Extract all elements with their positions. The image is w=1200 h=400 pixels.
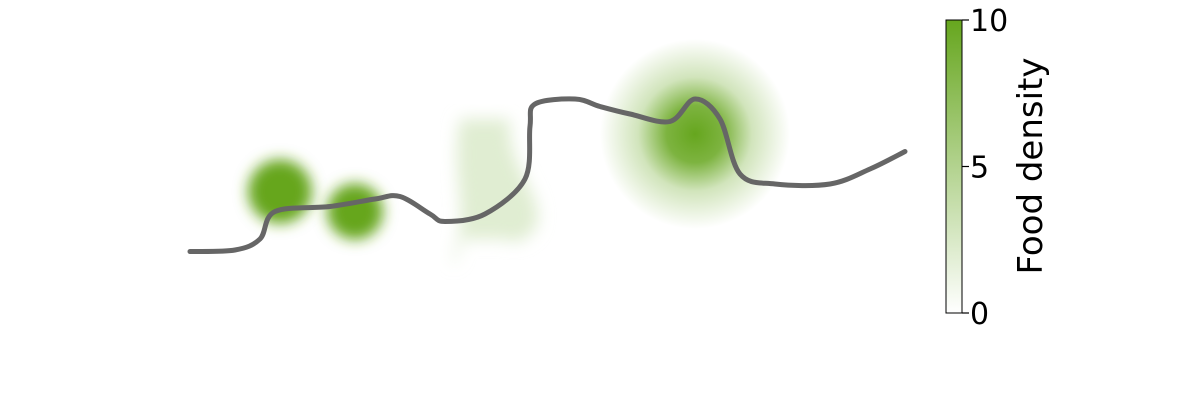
trajectory-path — [187, 96, 908, 254]
colorbar-gradient-bar — [945, 19, 963, 314]
density-blobs — [248, 39, 790, 266]
density-blob-1 — [248, 159, 312, 224]
colorbar-tick-label-5: 5 — [970, 151, 989, 186]
density-blob-3 — [452, 119, 539, 266]
colorbar-label: Food density — [1011, 58, 1051, 275]
colorbar: 0 5 10 Food density — [945, 4, 1051, 332]
density-blob-2 — [327, 183, 383, 240]
colorbar-ticks: 0 5 10 — [962, 4, 1008, 332]
colorbar-tick-label-10: 10 — [970, 4, 1008, 39]
density-blob-4 — [600, 39, 790, 229]
colorbar-tick-label-0: 0 — [970, 297, 989, 332]
plot-area — [187, 39, 908, 266]
